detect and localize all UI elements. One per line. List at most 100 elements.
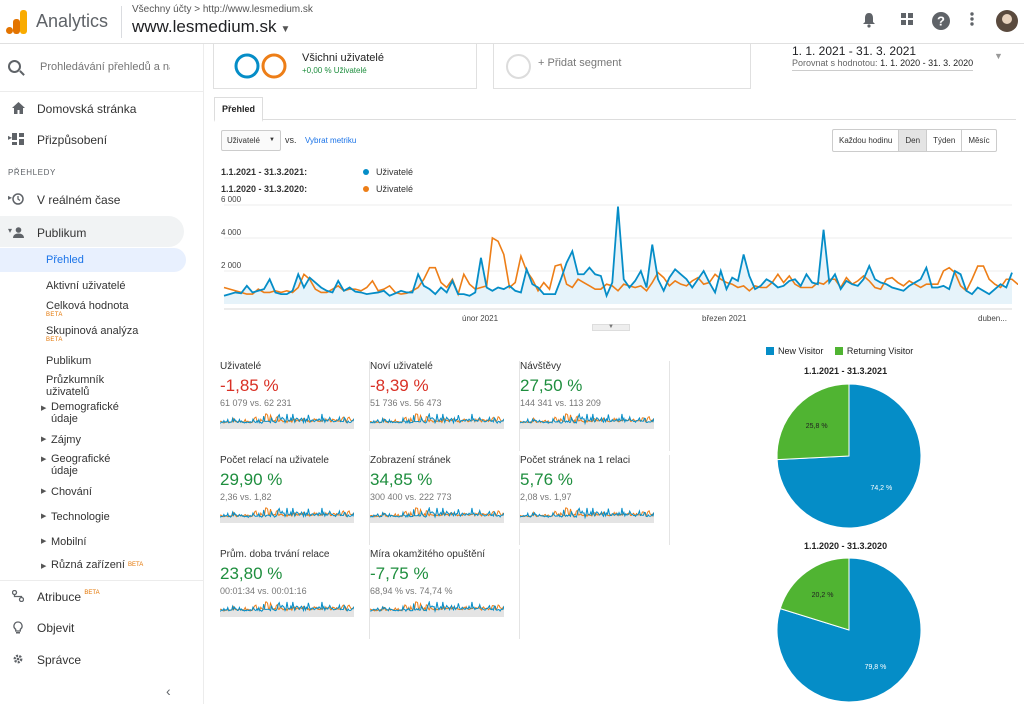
legend-range-current: 1.1.2021 - 31.3.2021: <box>221 167 308 177</box>
expand-right-icon: ▸ <box>7 133 12 142</box>
sidebar-item-demographics[interactable]: Demografické údaje <box>51 401 119 425</box>
segment-circles-icon <box>234 53 287 79</box>
legend-series-previous: Uživatelé <box>376 184 414 194</box>
sidebar-item-mobile[interactable]: Mobilní <box>51 536 87 548</box>
sidebar-item-behavior[interactable]: Chování <box>51 486 92 498</box>
beta-badge: BETA <box>84 590 100 596</box>
metric-tile[interactable]: Počet stránek na 1 relaci 5,76 % 2,08 vs… <box>520 455 670 545</box>
pie-chart-2020[interactable]: 79,8 % 20,2 % <box>774 556 924 704</box>
compare-label: Porovnat s hodnotou: <box>792 58 878 68</box>
granularity-week-button[interactable]: Týden <box>927 130 963 151</box>
metric-compare: 2,08 vs. 1,97 <box>520 492 572 502</box>
x-tick-label: duben... <box>978 314 1007 323</box>
metric-sparkline <box>370 507 504 523</box>
bell-icon[interactable] <box>859 12 879 32</box>
expand-right-icon: ▶ <box>41 436 47 443</box>
metric-value: 29,90 % <box>220 470 283 489</box>
sidebar-item-label: Domovská stránka <box>37 102 137 116</box>
metric-tile[interactable]: Zobrazení stránek 34,85 % 300 400 vs. 22… <box>370 455 520 545</box>
expand-right-icon: ▸ <box>7 193 12 202</box>
lightbulb-icon <box>10 621 26 637</box>
segment-all-users[interactable]: Všichni uživatelé +0,00 % Uživatelé <box>213 44 477 89</box>
metric-value: -8,39 % <box>370 376 429 395</box>
pie-title: 1.1.2020 - 31.3.2020 <box>804 541 888 551</box>
top-bar: Analytics Všechny účty > http://www.lesm… <box>0 0 1024 44</box>
metric-compare: 300 400 vs. 222 773 <box>370 492 452 502</box>
sidebar-item-audiences[interactable]: Publikum <box>46 355 92 367</box>
metric-tile[interactable]: Prům. doba trvání relace 23,80 % 00:01:3… <box>220 549 370 639</box>
help-icon[interactable]: ? <box>931 12 951 32</box>
metric-sparkline <box>370 601 504 617</box>
sidebar-item-customize[interactable]: ▸ Přizpůsobení <box>0 133 190 153</box>
beta-badge: BETA <box>46 337 63 343</box>
users-line-chart[interactable]: 2 000 4 000 6 000 únor 2021 březen 2021 duben… <box>220 194 1018 334</box>
sidebar-item-interests[interactable]: Zájmy <box>51 434 81 446</box>
sidebar-item-label: Průzkumník <box>46 374 105 386</box>
sidebar-divider <box>0 580 204 581</box>
x-tick-label: březen 2021 <box>702 314 747 323</box>
chevron-down-icon[interactable]: ▼ <box>994 51 1003 61</box>
user-avatar[interactable] <box>996 10 1018 32</box>
pie-chart-2021[interactable]: 74,2 % 25,8 % <box>774 382 924 532</box>
add-segment-button[interactable]: + Přidat segment <box>493 44 751 89</box>
metric-title: Počet stránek na 1 relaci <box>520 455 631 466</box>
sidebar-item-label: Skupinová analýza <box>46 325 139 337</box>
sidebar-item-attribution[interactable]: Atribuce BETA <box>0 589 190 610</box>
sidebar-item-user-explorer[interactable]: Průzkumník uživatelů <box>46 374 104 398</box>
metric-title: Noví uživatelé <box>370 361 433 372</box>
search-input[interactable] <box>40 61 170 73</box>
metric-compare: 2,36 vs. 1,82 <box>220 492 272 502</box>
collapse-sidebar-icon[interactable]: ‹ <box>166 683 171 699</box>
sidebar-item-audience[interactable]: ▾ Publikum <box>0 216 184 247</box>
sidebar-item-ltv[interactable]: Celková hodnota BETA <box>46 300 129 319</box>
sparkline-current <box>370 413 504 425</box>
sidebar-item-realtime[interactable]: ▸ V reálném čase <box>0 193 190 213</box>
metric-sparkline <box>520 507 654 523</box>
account-breadcrumb[interactable]: Všechny účty > http://www.lesmedium.sk <box>132 4 313 15</box>
sidebar-item-overview[interactable]: Přehled <box>0 248 186 272</box>
metric-tile[interactable]: Návštěvy 27,50 % 144 341 vs. 113 209 <box>520 361 670 451</box>
sidebar-item-active-users[interactable]: Aktivní uživatelé <box>46 280 126 292</box>
property-selector[interactable]: www.lesmedium.sk ▼ <box>132 17 290 37</box>
pie-slice-returning-visitor[interactable] <box>779 557 850 631</box>
metric-compare: 68,94 % vs. 74,74 % <box>370 586 453 596</box>
select-metric-link[interactable]: Vybrat metriku <box>305 136 357 145</box>
analytics-logo-icon[interactable] <box>6 10 28 34</box>
y-tick-label: 6 000 <box>221 195 242 204</box>
search-icon <box>8 60 21 73</box>
segment-name: Všichni uživatelé <box>302 52 384 64</box>
beta-badge: BETA <box>46 312 63 318</box>
pie-slice-new-visitor[interactable] <box>776 557 922 703</box>
sidebar-item-cross-device[interactable]: Různá zařízení BETA <box>51 559 143 571</box>
metric-title: Uživatelé <box>220 361 262 372</box>
tab-overview[interactable]: Přehled <box>214 97 264 122</box>
more-vert-icon[interactable] <box>962 12 982 32</box>
metric-tile[interactable]: Počet relací na uživatele 29,90 % 2,36 v… <box>220 455 370 545</box>
sparkline-current <box>370 507 504 519</box>
metric-title: Návštěvy <box>520 361 562 372</box>
sidebar-item-geo[interactable]: Geografické údaje <box>51 453 110 477</box>
metric-value: -1,85 % <box>220 376 279 395</box>
compare-range[interactable]: Porovnat s hodnotou: 1. 1. 2020 - 31. 3.… <box>792 58 974 71</box>
y-tick-label: 4 000 <box>221 228 242 237</box>
metric-tile[interactable]: Míra okamžitého opuštění -7,75 % 68,94 %… <box>370 549 520 639</box>
metric-tile[interactable]: Uživatelé -1,85 % 61 079 vs. 62 231 <box>220 361 370 451</box>
metric-dropdown[interactable]: Uživatelé ▼ <box>221 130 281 151</box>
sidebar-item-home[interactable]: Domovská stránka <box>0 102 190 122</box>
date-range[interactable]: 1. 1. 2021 - 31. 3. 2021 <box>792 44 917 58</box>
sidebar-item-admin[interactable]: Správce <box>0 653 190 673</box>
pie-slice-returning-visitor[interactable] <box>776 383 850 461</box>
legend-series-current: Uživatelé <box>376 167 414 177</box>
add-segment-label: + Přidat segment <box>538 57 622 69</box>
metric-tile[interactable]: Noví uživatelé -8,39 % 51 736 vs. 56 473 <box>370 361 520 451</box>
sidebar-item-technology[interactable]: Technologie <box>51 511 110 523</box>
granularity-day-button[interactable]: Den <box>899 130 928 151</box>
collapse-chart-handle[interactable]: ▼ <box>592 324 630 331</box>
legend-range-previous: 1.1.2020 - 31.3.2020: <box>221 184 308 194</box>
sidebar-item-cohort[interactable]: Skupinová analýza BETA <box>46 325 138 344</box>
granularity-hour-button[interactable]: Každou hodinu <box>833 130 900 151</box>
granularity-month-button[interactable]: Měsíc <box>968 136 990 145</box>
sidebar-item-discover[interactable]: Objevit <box>0 621 190 641</box>
metric-sparkline <box>520 413 654 429</box>
apps-grid-icon[interactable] <box>897 12 917 32</box>
